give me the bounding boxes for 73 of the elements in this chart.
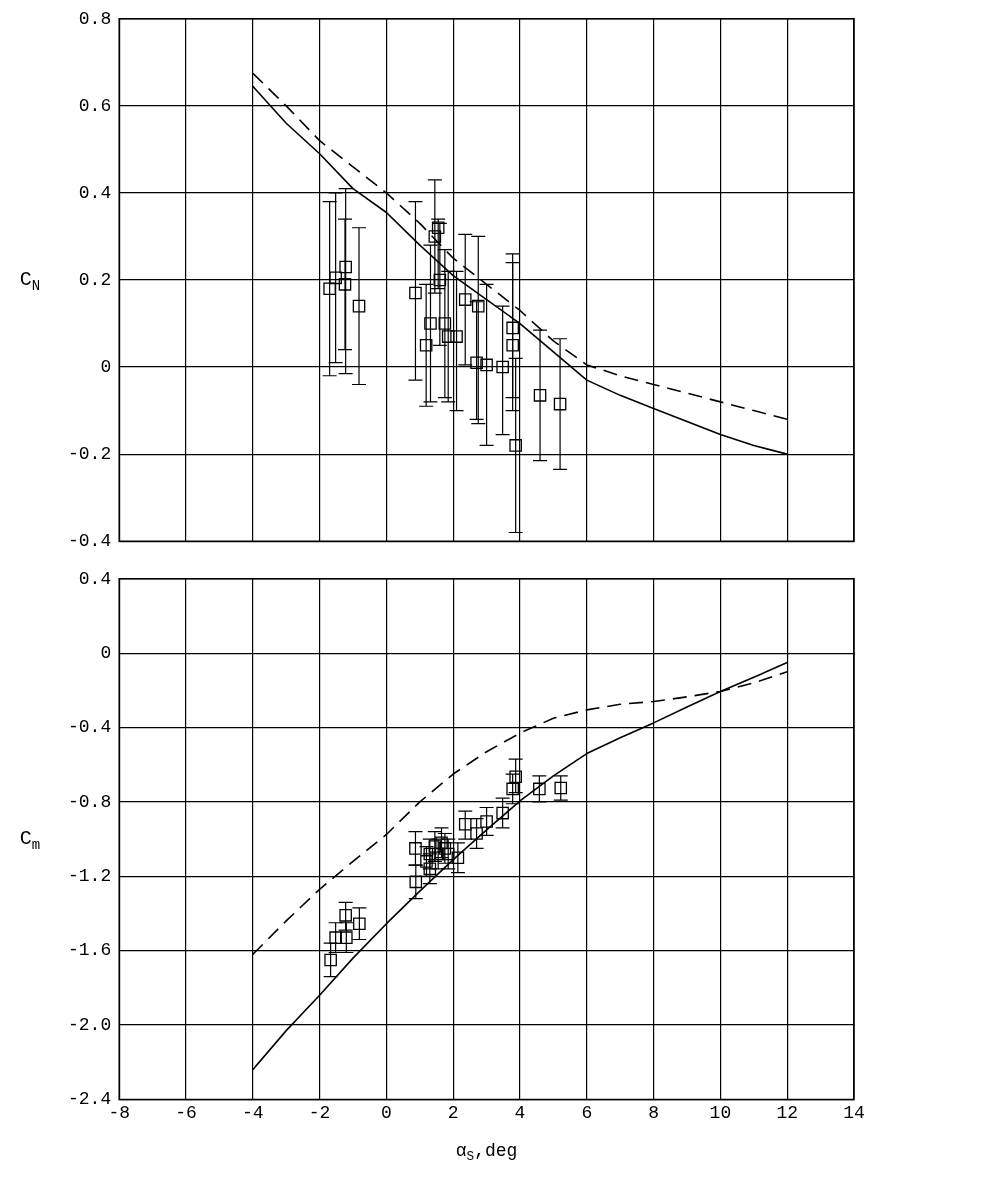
point <box>353 917 366 930</box>
y-tick-label: -2.0 <box>67 1014 112 1035</box>
point <box>509 770 522 784</box>
y-tick-label: -0.8 <box>67 791 112 812</box>
point <box>441 847 455 861</box>
x-tick-label: -6 <box>175 1102 197 1123</box>
point <box>409 875 423 889</box>
point <box>496 360 509 374</box>
point <box>323 282 336 296</box>
point <box>480 815 493 828</box>
y-tick-label: -0.2 <box>67 443 112 464</box>
x-tick-label: 2 <box>447 1102 459 1123</box>
point <box>450 330 463 343</box>
x-tick-label: 8 <box>648 1102 660 1123</box>
x-tick-label: -4 <box>242 1102 264 1123</box>
point <box>435 836 448 850</box>
point <box>506 782 519 796</box>
point <box>533 782 546 796</box>
point <box>433 273 447 287</box>
point <box>409 286 422 300</box>
y-tick-label: 0 <box>100 356 112 377</box>
point <box>554 781 568 795</box>
y-tick-label: 0.4 <box>78 568 112 589</box>
point <box>480 358 493 372</box>
point <box>470 827 483 840</box>
x-tick-label: 10 <box>709 1102 732 1123</box>
point <box>431 221 445 235</box>
y-tick-label: -0.4 <box>67 530 112 551</box>
point <box>509 439 522 452</box>
point <box>438 842 452 855</box>
y-tick-label: -0.4 <box>67 717 112 738</box>
y-tick-label: 0.4 <box>78 182 112 203</box>
point <box>441 330 455 343</box>
y-tick-label: -1.6 <box>67 940 112 961</box>
y-tick-label: 0.8 <box>78 8 112 29</box>
point <box>428 840 442 853</box>
y-tick-label: 0.6 <box>78 95 112 116</box>
point <box>458 293 472 306</box>
point <box>496 806 509 820</box>
point <box>324 953 337 967</box>
point <box>339 909 352 922</box>
x-tick-label: 4 <box>514 1102 526 1123</box>
point <box>428 230 442 243</box>
point <box>506 338 519 352</box>
x-tick-label: 12 <box>776 1102 799 1123</box>
point <box>506 321 519 335</box>
point <box>339 260 352 274</box>
point <box>438 317 452 330</box>
y-tick-label: -1.2 <box>67 866 112 887</box>
point <box>329 271 342 285</box>
point <box>340 931 353 944</box>
x-tick-label: 0 <box>381 1102 392 1123</box>
point <box>423 847 437 861</box>
x-tick-label: -2 <box>308 1102 331 1123</box>
point <box>329 931 342 944</box>
point <box>424 317 437 330</box>
point <box>458 817 472 831</box>
point <box>338 278 352 291</box>
y-tick-label: 0 <box>100 642 112 663</box>
point <box>419 338 433 352</box>
point <box>409 842 422 855</box>
point <box>352 299 366 313</box>
point <box>451 851 465 864</box>
y-tick-label: 0.2 <box>78 269 112 290</box>
x-tick-label: 14 <box>843 1102 865 1123</box>
point <box>533 389 547 402</box>
point <box>431 847 445 861</box>
point <box>471 299 485 313</box>
point <box>423 862 437 876</box>
point <box>470 356 483 370</box>
point <box>420 855 433 868</box>
point <box>553 397 567 411</box>
x-tick-label: 6 <box>581 1102 593 1123</box>
